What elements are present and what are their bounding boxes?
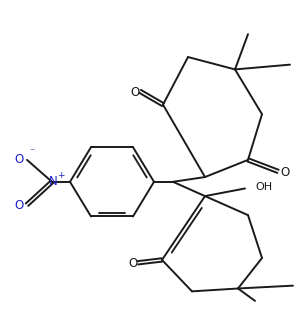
Text: +: + [57,171,65,179]
Text: O: O [280,166,290,179]
Text: O: O [15,199,24,212]
Text: O: O [130,86,140,99]
Text: ⁻: ⁻ [29,147,35,157]
Text: O: O [128,257,138,270]
Text: N: N [49,175,57,188]
Text: OH: OH [255,182,272,191]
Text: O: O [15,153,24,167]
